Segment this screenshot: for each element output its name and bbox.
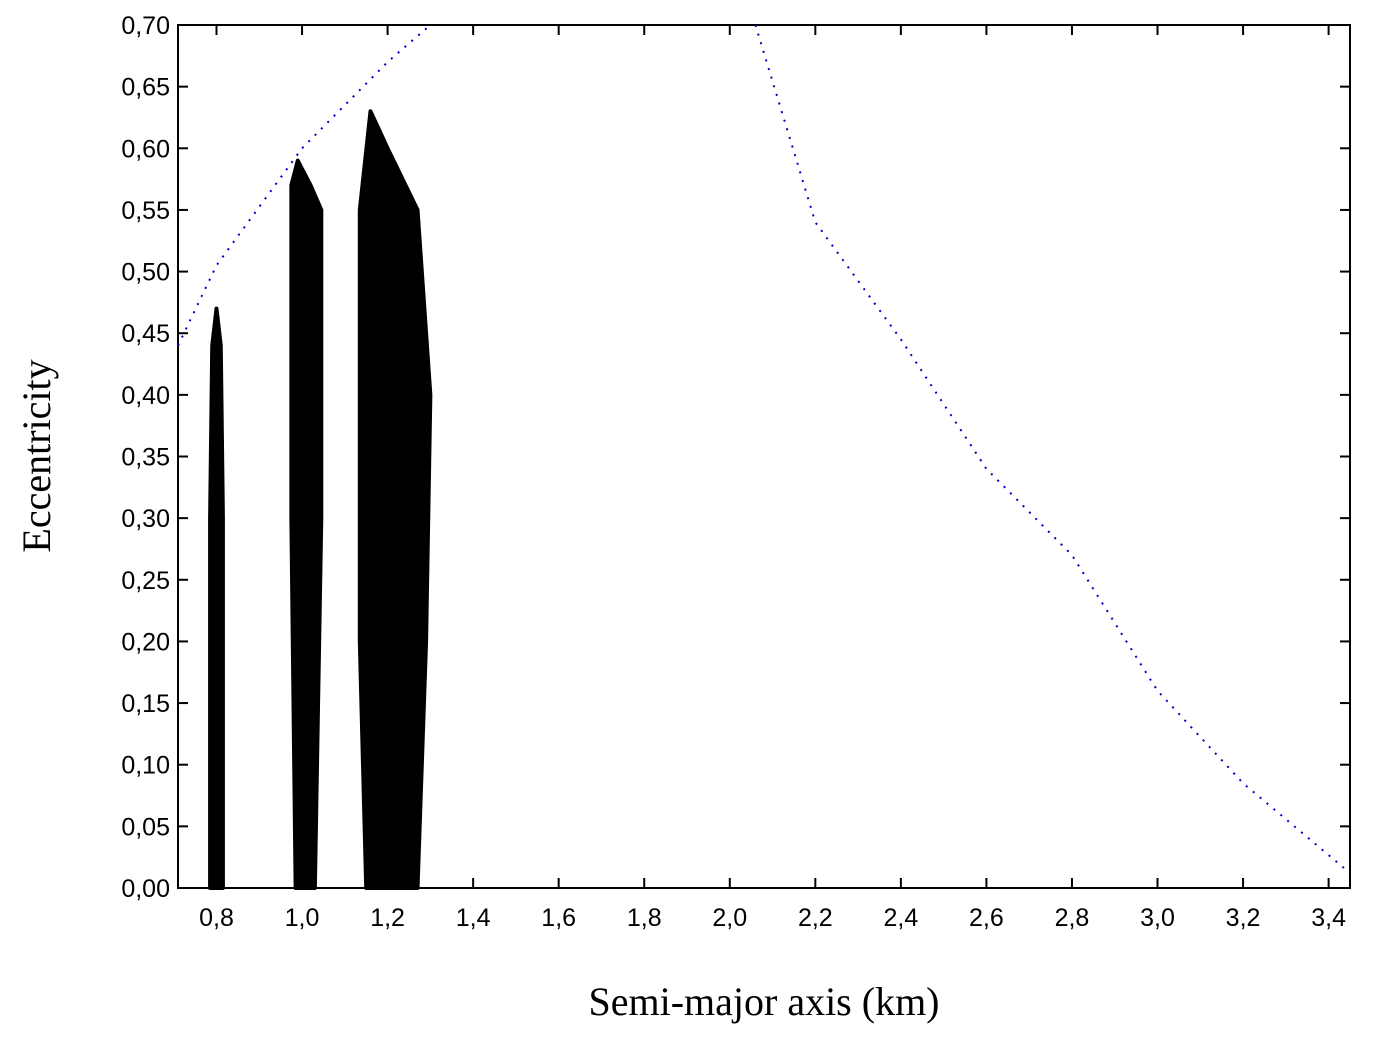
x-axis-label: Semi-major axis (km) (588, 979, 939, 1024)
x-tick-label: 1,4 (456, 904, 491, 932)
x-tick-label: 1,6 (541, 904, 576, 932)
x-tick-label: 3,2 (1226, 904, 1261, 932)
point-cluster (289, 158, 324, 890)
y-tick-label: 0,65 (121, 74, 170, 102)
limit-curve (754, 24, 1347, 871)
y-tick-label: 0,25 (121, 567, 170, 595)
y-tick-label: 0,15 (121, 690, 170, 718)
x-tick-label: 2,8 (1055, 904, 1090, 932)
y-tick-label: 0,50 (121, 259, 170, 287)
y-tick-label: 0,70 (121, 12, 170, 40)
x-tick-label: 3,4 (1311, 904, 1346, 932)
plot-frame (177, 24, 1351, 889)
y-tick-label: 0,10 (121, 752, 170, 780)
x-tick-label: 2,4 (883, 904, 918, 932)
x-tick-label: 2,6 (969, 904, 1004, 932)
y-tick-label: 0,20 (121, 628, 170, 656)
y-tick-label: 0,55 (121, 197, 170, 225)
y-axis-label: Eccentricity (14, 359, 59, 552)
x-tick-label: 0,8 (199, 904, 234, 932)
y-tick-label: 0,35 (121, 444, 170, 472)
x-tick-label: 2,2 (798, 904, 833, 932)
y-tick-label: 0,40 (121, 382, 170, 410)
y-tick-label: 0,05 (121, 813, 170, 841)
x-tick-label: 1,8 (627, 904, 662, 932)
y-tick-label: 0,00 (121, 875, 170, 903)
y-tick-label: 0,45 (121, 320, 170, 348)
x-tick-label: 3,0 (1140, 904, 1175, 932)
point-cluster (208, 306, 225, 890)
point-cluster (357, 109, 433, 890)
x-tick-label: 1,0 (285, 904, 320, 932)
y-tick-label: 0,60 (121, 135, 170, 163)
y-tick-label: 0,30 (121, 505, 170, 533)
x-tick-label: 1,2 (370, 904, 405, 932)
x-tick-label: 2,0 (712, 904, 747, 932)
